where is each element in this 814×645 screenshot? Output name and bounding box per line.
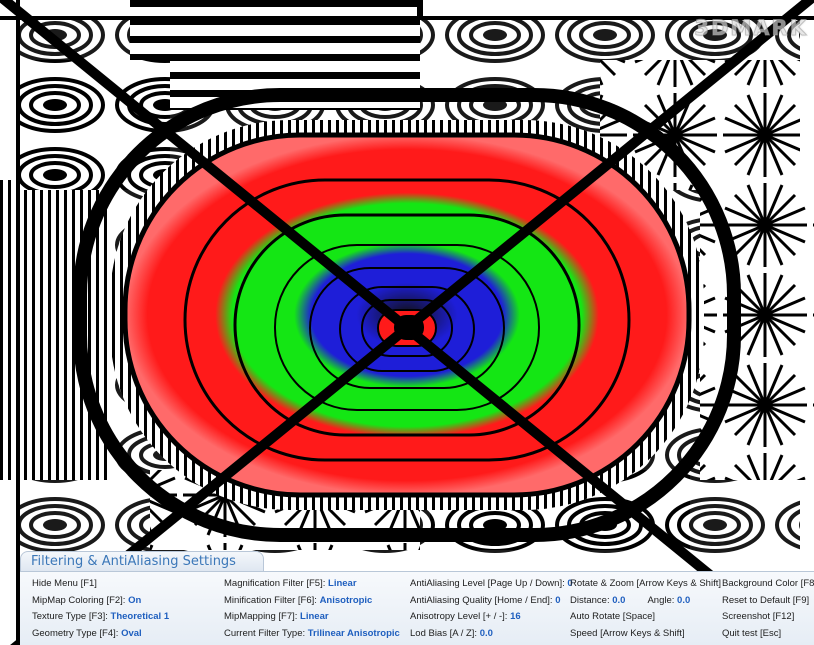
quit-test-item[interactable]: Quit test [Esc] [722, 626, 814, 643]
menu-column-camera: Rotate & Zoom [Arrow Keys & Shift] Dista… [570, 576, 721, 642]
screenshot-item[interactable]: Screenshot [F12] [722, 609, 814, 626]
antialiasing-level-item[interactable]: AntiAliasing Level [Page Up / Down]: 0 [410, 576, 573, 593]
menu-column-misc: Background Color [F8] Reset to Default [… [722, 576, 814, 642]
rotate-zoom-item[interactable]: Rotate & Zoom [Arrow Keys & Shift] [570, 576, 721, 593]
menu-column-filtering: Magnification Filter [F5]: Linear Minifi… [224, 576, 400, 642]
distance-angle-readout: Distance: 0.0 Angle: 0.0 [570, 593, 721, 610]
3dmark-logo: 3DMARK [694, 16, 808, 40]
auto-rotate-item[interactable]: Auto Rotate [Space] [570, 609, 721, 626]
texture-type-item[interactable]: Texture Type [F3]: Theoretical 1 [32, 609, 169, 626]
antialiasing-quality-item[interactable]: AntiAliasing Quality [Home / End]: 0 [410, 593, 573, 610]
mipmap-coloring-item[interactable]: MipMap Coloring [F2]: On [32, 593, 169, 610]
menu-column-antialiasing: AntiAliasing Level [Page Up / Down]: 0 A… [410, 576, 573, 642]
geometry-type-item[interactable]: Geometry Type [F4]: Oval [32, 626, 169, 643]
settings-menu: Filtering & AntiAliasing Settings Hide M… [20, 551, 814, 645]
menu-column-general: Hide Menu [F1] MipMap Coloring [F2]: On … [32, 576, 169, 642]
menu-body: Hide Menu [F1] MipMap Coloring [F2]: On … [20, 571, 814, 645]
anisotropy-level-item[interactable]: Anisotropy Level [+ / -]: 16 [410, 609, 573, 626]
lod-bias-item[interactable]: Lod Bias [A / Z]: 0.0 [410, 626, 573, 643]
current-filter-type: Current Filter Type: Trilinear Anisotrop… [224, 626, 400, 643]
minification-filter-item[interactable]: Minification Filter [F6]: Anisotropic [224, 593, 400, 610]
magnification-filter-item[interactable]: Magnification Filter [F5]: Linear [224, 576, 400, 593]
reset-default-item[interactable]: Reset to Default [F9] [722, 593, 814, 610]
menu-title: Filtering & AntiAliasing Settings [20, 551, 264, 571]
background-color-item[interactable]: Background Color [F8] [722, 576, 814, 593]
hide-menu-item[interactable]: Hide Menu [F1] [32, 576, 169, 593]
mipmapping-item[interactable]: MipMapping [F7]: Linear [224, 609, 400, 626]
speed-item[interactable]: Speed [Arrow Keys & Shift] [570, 626, 721, 643]
